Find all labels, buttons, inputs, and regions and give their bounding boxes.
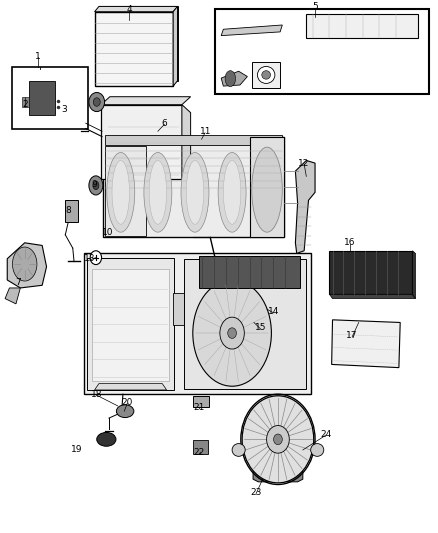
- Bar: [306, 14, 418, 38]
- Text: 19: 19: [71, 446, 83, 455]
- Ellipse shape: [311, 443, 324, 456]
- Ellipse shape: [89, 92, 105, 111]
- Bar: [252, 62, 280, 88]
- Text: 17: 17: [346, 331, 358, 340]
- Ellipse shape: [144, 152, 172, 232]
- Polygon shape: [413, 251, 416, 298]
- Polygon shape: [101, 96, 191, 104]
- Polygon shape: [182, 104, 191, 184]
- Ellipse shape: [93, 181, 99, 190]
- Bar: [250, 136, 285, 238]
- Ellipse shape: [12, 247, 37, 281]
- Polygon shape: [173, 6, 177, 86]
- Text: 7: 7: [15, 278, 21, 287]
- Bar: [199, 256, 300, 288]
- Bar: [95, 12, 173, 86]
- Ellipse shape: [149, 160, 166, 224]
- Ellipse shape: [181, 152, 209, 232]
- Text: 5: 5: [312, 2, 318, 11]
- Ellipse shape: [93, 98, 100, 106]
- Text: 2: 2: [22, 100, 28, 109]
- Bar: [25, 96, 28, 107]
- Ellipse shape: [223, 160, 241, 224]
- Text: 11: 11: [200, 127, 212, 136]
- Text: 18: 18: [91, 390, 102, 399]
- Text: 4: 4: [127, 5, 132, 13]
- Text: 8: 8: [66, 206, 71, 215]
- Bar: [92, 269, 169, 381]
- Ellipse shape: [232, 443, 245, 456]
- Ellipse shape: [112, 160, 130, 224]
- Ellipse shape: [225, 71, 236, 87]
- Text: 12: 12: [298, 159, 310, 167]
- Bar: [29, 81, 55, 115]
- Text: 16: 16: [344, 238, 356, 247]
- Bar: [184, 259, 306, 389]
- Ellipse shape: [274, 434, 283, 445]
- Text: 23: 23: [251, 488, 262, 497]
- Bar: [105, 146, 146, 236]
- Bar: [193, 396, 209, 407]
- Polygon shape: [329, 294, 416, 298]
- Bar: [65, 200, 78, 222]
- Ellipse shape: [117, 405, 134, 417]
- Bar: [21, 96, 25, 107]
- Ellipse shape: [89, 176, 103, 195]
- Polygon shape: [5, 288, 20, 304]
- Ellipse shape: [252, 147, 283, 232]
- Text: 6: 6: [162, 119, 167, 128]
- Bar: [173, 293, 191, 325]
- Ellipse shape: [90, 251, 102, 264]
- Ellipse shape: [267, 425, 289, 453]
- Bar: [103, 136, 285, 238]
- Ellipse shape: [220, 317, 244, 349]
- Text: 10: 10: [102, 228, 113, 237]
- Bar: [84, 253, 311, 394]
- Text: 15: 15: [255, 324, 266, 332]
- Text: 20: 20: [122, 398, 133, 407]
- Ellipse shape: [97, 432, 116, 446]
- Text: 3: 3: [61, 106, 67, 115]
- Bar: [99, 6, 177, 81]
- Text: 24: 24: [320, 430, 332, 439]
- Polygon shape: [332, 320, 400, 368]
- Ellipse shape: [107, 152, 135, 232]
- Ellipse shape: [242, 396, 314, 483]
- Polygon shape: [95, 384, 166, 390]
- Bar: [87, 258, 174, 390]
- Text: 13: 13: [85, 254, 96, 263]
- Polygon shape: [7, 243, 46, 288]
- Polygon shape: [221, 25, 283, 36]
- Ellipse shape: [186, 160, 204, 224]
- Polygon shape: [253, 471, 303, 482]
- Polygon shape: [221, 71, 247, 86]
- Bar: [329, 251, 413, 294]
- Ellipse shape: [258, 67, 275, 84]
- Polygon shape: [95, 6, 177, 12]
- Text: 22: 22: [194, 448, 205, 457]
- Bar: [106, 135, 283, 144]
- Text: 1: 1: [35, 52, 41, 61]
- Text: 21: 21: [194, 403, 205, 412]
- Ellipse shape: [262, 71, 271, 79]
- Bar: [101, 104, 182, 179]
- Ellipse shape: [228, 328, 237, 338]
- Bar: [215, 9, 428, 94]
- Text: 14: 14: [268, 308, 279, 317]
- Bar: [12, 68, 88, 128]
- Ellipse shape: [193, 280, 272, 386]
- Polygon shape: [295, 160, 315, 253]
- Bar: [193, 440, 208, 454]
- Text: 9: 9: [92, 180, 97, 189]
- Ellipse shape: [218, 152, 246, 232]
